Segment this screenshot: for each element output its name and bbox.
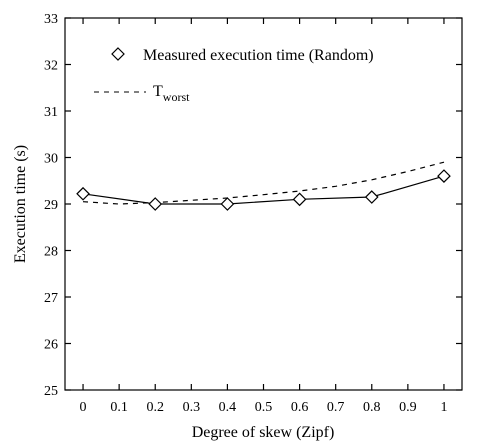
x-tick-label: 0 [80,400,87,415]
y-axis-title: Execution time (s) [12,145,29,263]
legend-label-measured: Measured execution time (Random) [143,47,374,64]
y-tick-label: 26 [44,338,58,353]
y-tick-label: 33 [44,12,58,27]
series-markers [76,169,451,211]
series-lines [82,161,445,205]
x-tick-label: 0.9 [399,400,417,415]
y-tick-label: 29 [44,198,58,213]
data-point-marker [220,197,235,211]
y-tick-label: 27 [44,291,58,306]
y-tick-label: 32 [44,59,58,74]
y-tick-label: 28 [44,245,58,260]
legend-tworst-sub: worst [163,90,190,104]
x-axis-title: Degree of skew (Zipf) [192,424,335,441]
legend-diamond-marker [111,47,125,61]
legend-label-tworst: Tworst [153,83,190,104]
x-tick-label: 0.6 [291,400,309,415]
axis-ticks: 25 26 27 28 29 30 31 32 33 0 0.1 0.2 0.3 0.4 0.5 0.6 0.7… [44,12,462,415]
x-tick-label: 0.5 [255,400,273,415]
data-point-marker [76,186,90,201]
data-point-marker [148,197,163,211]
legend: Measured execution time (Random) Tworst [94,47,374,104]
x-tick-label: 1 [440,400,447,415]
x-tick-label: 0.8 [363,400,381,415]
x-tick-label: 0.3 [183,400,201,415]
y-tick-label: 30 [44,152,58,167]
y-tick-label: 25 [44,384,58,399]
x-tick-label: 0.1 [110,400,128,415]
data-point-marker [437,169,451,183]
legend-tworst-main: T [153,83,163,100]
series-line-1 [82,161,445,205]
data-point-marker [364,190,379,204]
data-point-marker [292,192,307,207]
x-tick-label: 0.7 [327,400,345,415]
x-tick-label: 0.4 [219,400,237,415]
series-line-0 [82,175,445,205]
x-tick-label: 0.2 [146,400,164,415]
y-tick-label: 31 [44,105,58,120]
